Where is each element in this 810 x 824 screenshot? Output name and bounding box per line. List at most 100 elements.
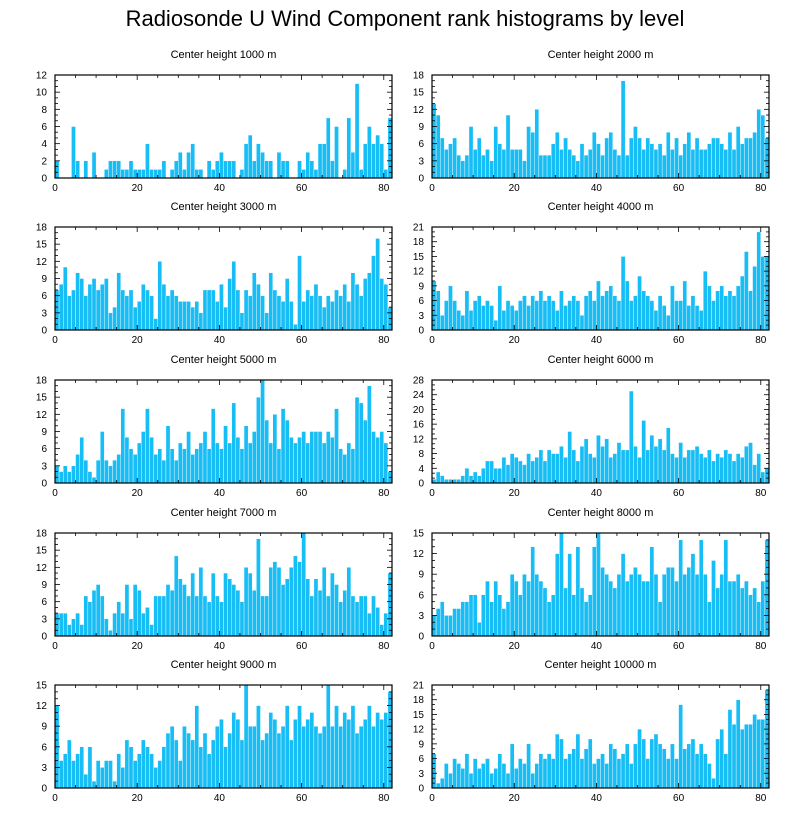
histogram-bar — [91, 590, 97, 637]
histogram-bar — [342, 590, 347, 637]
histogram-bar — [309, 431, 315, 484]
histogram-bar — [715, 587, 720, 637]
histogram-bar — [608, 132, 614, 179]
histogram-bar — [645, 137, 651, 179]
y-tick-label: 18 — [413, 695, 425, 706]
histogram-bar — [637, 137, 642, 179]
histogram-bar — [624, 280, 630, 331]
histogram-bar — [367, 705, 372, 789]
histogram-bar — [448, 773, 453, 789]
histogram-bar — [444, 300, 449, 331]
histogram-bar — [629, 574, 634, 637]
histogram-bar — [674, 758, 679, 789]
histogram-bar — [489, 773, 494, 789]
histogram-bar — [239, 312, 245, 331]
histogram-bar — [100, 284, 105, 331]
histogram-bar — [169, 289, 175, 331]
histogram-bar — [301, 301, 306, 331]
histogram-bar — [596, 280, 601, 331]
histogram-bar — [440, 315, 445, 331]
histogram-bar — [124, 295, 130, 331]
histogram-bar — [223, 572, 228, 637]
histogram-bar — [493, 768, 498, 789]
histogram-bar — [243, 289, 249, 331]
histogram-bar — [633, 743, 638, 789]
histogram-bar — [153, 595, 158, 637]
histogram-bar — [215, 301, 220, 331]
histogram-bar — [740, 728, 745, 789]
histogram-bar — [67, 295, 72, 331]
histogram-bar — [538, 290, 544, 331]
histogram-bar — [132, 760, 138, 789]
histogram-bar — [464, 753, 470, 789]
histogram-bar — [112, 160, 117, 179]
y-tick-label: 15 — [36, 240, 48, 251]
histogram-bar — [79, 278, 84, 331]
y-tick-label: 3 — [41, 308, 47, 319]
x-tick-label: 0 — [429, 183, 435, 194]
x-tick-label: 40 — [214, 641, 226, 652]
histogram-bar — [128, 160, 134, 179]
histogram-bar — [555, 553, 560, 637]
histogram-bar — [666, 427, 671, 484]
histogram-bar — [124, 739, 130, 789]
histogram-bar — [550, 594, 556, 637]
histogram-bar — [79, 624, 84, 637]
histogram-bar — [489, 601, 494, 637]
histogram-bar — [707, 601, 712, 637]
histogram-bar — [321, 442, 327, 484]
histogram-bar — [456, 608, 461, 637]
histogram-bar — [157, 261, 163, 331]
histogram-bar — [481, 468, 486, 484]
histogram-bar — [666, 315, 671, 331]
histogram-bar — [534, 109, 540, 179]
histogram-bar — [247, 134, 253, 179]
histogram-bar — [321, 726, 327, 789]
histogram-bar — [649, 143, 655, 179]
plot-frame — [431, 379, 770, 484]
histogram-bar — [756, 109, 761, 179]
x-tick-label: 20 — [509, 793, 521, 804]
histogram-bar — [735, 453, 741, 484]
histogram-bar — [387, 572, 393, 637]
histogram-bar — [231, 160, 237, 179]
histogram-bar — [108, 465, 113, 484]
histogram-bar — [587, 738, 593, 789]
histogram-bar — [616, 574, 622, 637]
x-tick-label: 60 — [296, 183, 308, 194]
histogram-bar — [711, 300, 716, 331]
histogram-bar — [169, 169, 175, 179]
histogram-bar — [239, 169, 245, 179]
histogram-bar — [641, 149, 646, 179]
y-tick-label: 9 — [418, 570, 424, 581]
histogram-bar — [169, 448, 175, 484]
histogram-bar — [707, 763, 712, 789]
histogram-bar — [559, 738, 564, 789]
histogram-bar — [440, 777, 445, 789]
histogram-bar — [301, 532, 306, 637]
histogram-bar — [682, 280, 688, 331]
histogram-panel: Center height 4000 m 0 20 40 60 80 0 3 6 9 12 15 18 2… — [413, 201, 770, 346]
histogram-bar — [444, 149, 449, 179]
histogram-bar — [297, 255, 302, 331]
histogram-bar — [108, 630, 113, 637]
histogram-bar — [375, 134, 380, 179]
histogram-bar — [260, 595, 265, 637]
histogram-bar — [100, 431, 105, 484]
histogram-bar — [141, 739, 146, 789]
histogram-bar — [239, 448, 245, 484]
histogram-bar — [379, 143, 384, 179]
histogram-bar — [280, 408, 286, 484]
histogram-bar — [363, 595, 368, 637]
histogram-bar — [633, 295, 638, 331]
histogram-bar — [371, 726, 376, 789]
histogram-bar — [367, 272, 372, 331]
histogram-bar — [350, 705, 356, 789]
histogram-bar — [350, 272, 356, 331]
histogram-bar — [707, 285, 712, 331]
y-tick-label: 15 — [413, 88, 425, 99]
histogram-bar — [744, 446, 749, 484]
histogram-bar — [149, 437, 154, 484]
histogram-bar — [206, 601, 212, 637]
histogram-bar — [620, 553, 626, 637]
